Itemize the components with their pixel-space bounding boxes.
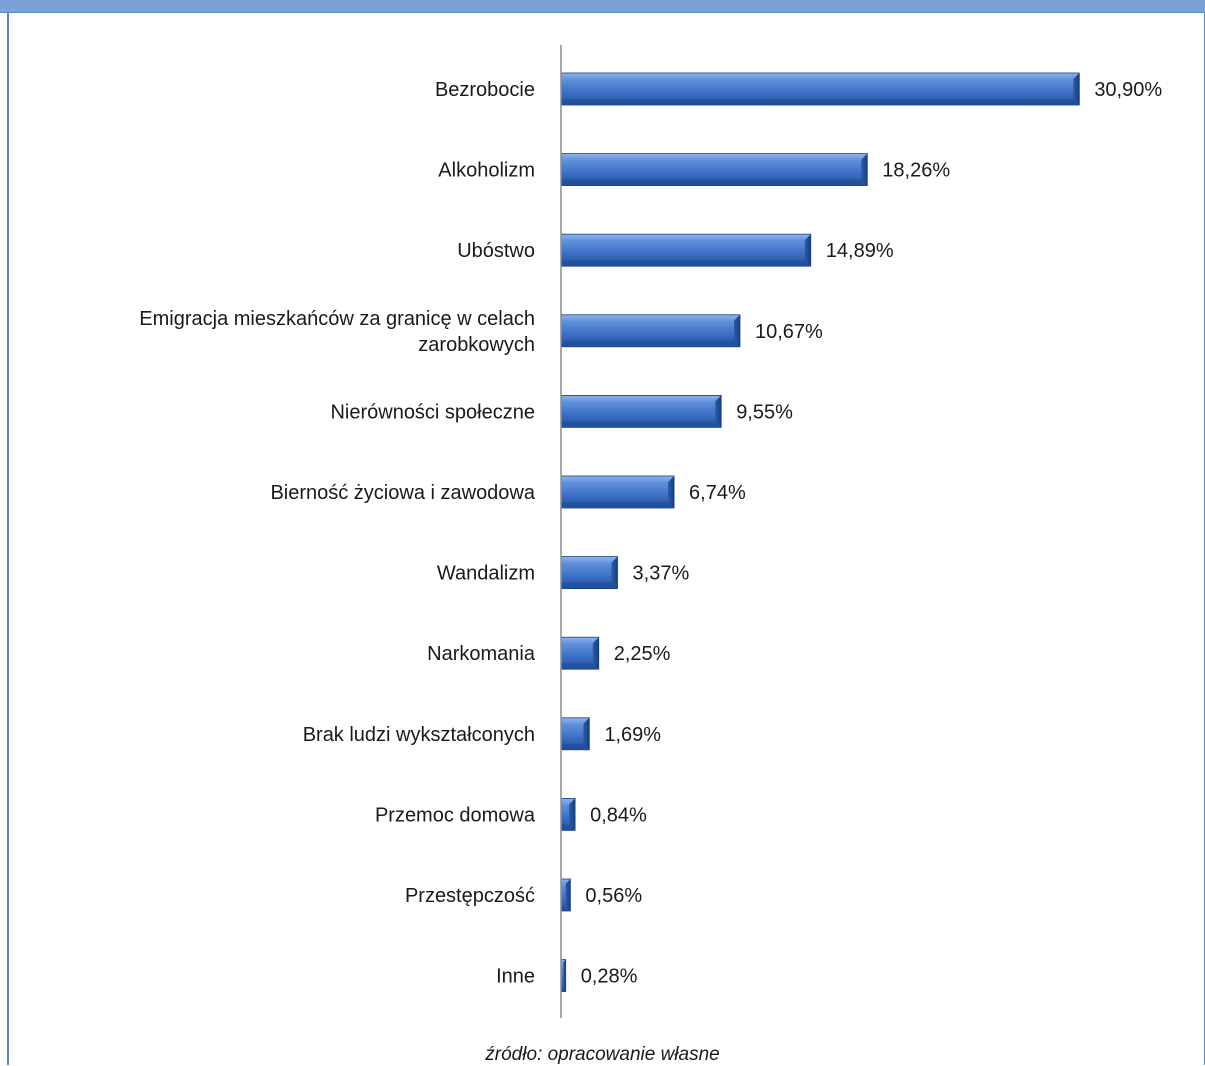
bars-layer bbox=[560, 72, 1080, 992]
value-label-5: 9,55% bbox=[736, 401, 793, 423]
bar-6 bbox=[560, 475, 675, 509]
bar-2 bbox=[560, 153, 868, 187]
left-border-rule bbox=[7, 12, 9, 1065]
bar-10 bbox=[560, 798, 576, 831]
value-label-6: 6,74% bbox=[689, 482, 746, 504]
bar-7 bbox=[560, 556, 618, 589]
category-label-10: Przemoc domowa bbox=[375, 804, 536, 826]
value-label-3: 14,89% bbox=[826, 240, 894, 262]
category-label-4: Emigracja mieszkańców za granicę w celac… bbox=[139, 308, 535, 356]
value-label-1: 30,90% bbox=[1094, 79, 1162, 101]
category-labels: Bezrobocie Alkoholizm Ubóstwo Emigracja mie… bbox=[139, 79, 536, 988]
value-labels: 30,90% 18,26% 14,89% 10,67% 9,55% 6,74% 3,37% 2… bbox=[581, 79, 1163, 988]
bar-1 bbox=[560, 72, 1080, 106]
source-note: źródło: opracowanie własne bbox=[485, 1044, 720, 1065]
category-label-2: Alkoholizm bbox=[438, 160, 535, 182]
bar-11 bbox=[560, 878, 571, 912]
category-label-8: Narkomania bbox=[427, 643, 536, 665]
bar-8 bbox=[560, 636, 600, 670]
value-label-12: 0,28% bbox=[581, 966, 638, 988]
value-label-10: 0,84% bbox=[590, 804, 647, 826]
category-label-12: Inne bbox=[496, 966, 535, 988]
category-label-1: Bezrobocie bbox=[435, 79, 535, 101]
category-label-3: Ubóstwo bbox=[457, 240, 535, 262]
category-label-9: Brak ludzi wykształconych bbox=[303, 724, 535, 746]
category-label-7: Wandalizm bbox=[437, 563, 535, 585]
value-label-7: 3,37% bbox=[633, 563, 690, 585]
value-label-8: 2,25% bbox=[614, 643, 671, 665]
bar-4 bbox=[560, 314, 741, 348]
category-label-6: Bierność życiowa i zawodowa bbox=[270, 482, 535, 504]
bar-5 bbox=[560, 394, 722, 428]
top-border-band bbox=[0, 0, 1205, 13]
value-label-2: 18,26% bbox=[882, 160, 950, 182]
value-label-4: 10,67% bbox=[755, 321, 823, 343]
bar-3 bbox=[560, 233, 812, 267]
category-label-11: Przestępczość bbox=[405, 885, 535, 907]
value-label-9: 1,69% bbox=[604, 724, 661, 746]
bar-9 bbox=[560, 717, 590, 751]
value-label-11: 0,56% bbox=[585, 885, 642, 907]
category-label-5: Nierówności społeczne bbox=[330, 401, 535, 423]
bar-12 bbox=[560, 959, 567, 992]
